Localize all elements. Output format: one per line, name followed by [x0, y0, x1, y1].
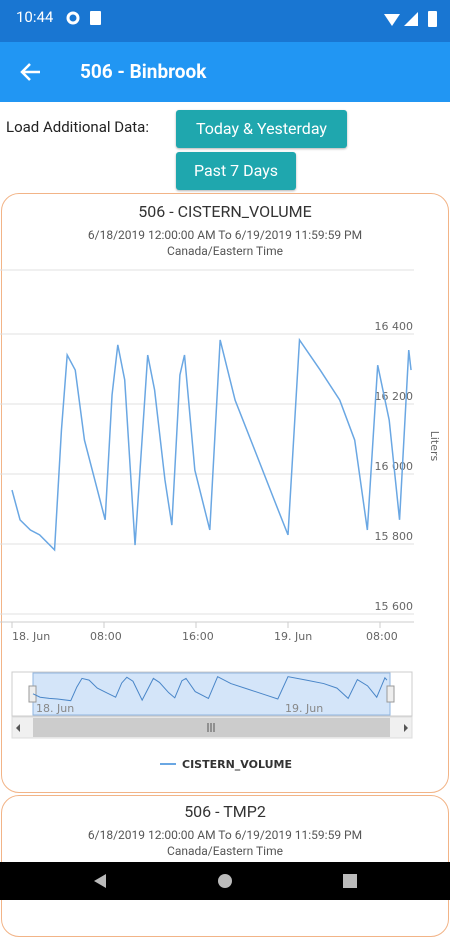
x-tick-label: 19. Jun	[274, 630, 312, 643]
nav-buttons	[94, 874, 357, 888]
past-7-days-button[interactable]: Past 7 Days	[176, 152, 296, 190]
today-yesterday-button[interactable]: Today & Yesterday	[176, 110, 347, 148]
card-title: 506 - CISTERN_VOLUME	[138, 202, 312, 221]
navigation-bar	[0, 862, 450, 900]
navigator-label: 18. Jun	[36, 702, 74, 715]
system-icons	[384, 11, 437, 27]
y-tick-label: 16 400	[375, 320, 414, 333]
x-tick-label: 08:00	[366, 630, 398, 643]
y-axis-label: Liters	[428, 431, 441, 462]
nav-back[interactable]	[94, 874, 106, 888]
status-bar: 10:44	[0, 0, 450, 42]
nav-recents[interactable]	[343, 874, 357, 888]
clock: 10:44	[16, 8, 54, 26]
card-subtitle: 6/18/2019 12:00:00 AM To 6/19/2019 11:59…	[87, 228, 363, 242]
load-label: Load Additional Data:	[6, 118, 149, 136]
navigator-handle[interactable]	[386, 685, 395, 703]
navigator-line	[32, 675, 388, 702]
app-title: 506 - Binbrook	[80, 60, 207, 83]
navigator-selection[interactable]	[32, 672, 391, 716]
card-timezone: Canada/Eastern Time	[167, 844, 283, 858]
navigator-handle[interactable]	[28, 685, 37, 703]
x-tick-label: 08:00	[90, 630, 122, 643]
card-title: 506 - TMP2	[184, 802, 266, 821]
app-bar: 506 - Binbrook	[0, 42, 450, 102]
series-line	[11, 337, 412, 552]
back-button[interactable]	[20, 62, 42, 82]
card-timezone: Canada/Eastern Time	[167, 244, 283, 258]
navigator-label: 19. Jun	[285, 702, 323, 715]
status-icons	[66, 11, 101, 25]
y-tick-label: 15 600	[375, 600, 414, 613]
y-tick-label: 15 800	[375, 530, 414, 543]
nav-home[interactable]	[218, 874, 232, 888]
x-tick-label: 18. Jun	[12, 630, 50, 643]
card-subtitle: 6/18/2019 12:00:00 AM To 6/19/2019 11:59…	[87, 828, 363, 842]
x-tick-label: 16:00	[182, 630, 214, 643]
scrollbar-grip	[207, 723, 215, 732]
legend-label[interactable]: CISTERN_VOLUME	[182, 758, 292, 771]
